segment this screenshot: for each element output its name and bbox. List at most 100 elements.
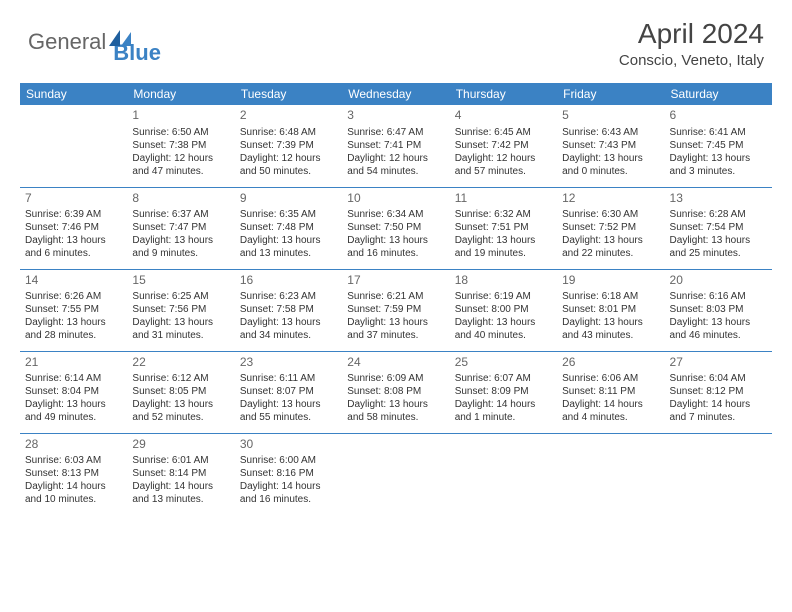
cell-text: Daylight: 14 hours (25, 480, 122, 493)
calendar-cell: 2Sunrise: 6:48 AMSunset: 7:39 PMDaylight… (235, 105, 342, 187)
calendar-cell (557, 433, 664, 515)
calendar-cell: 22Sunrise: 6:12 AMSunset: 8:05 PMDayligh… (127, 351, 234, 433)
cell-text: Daylight: 13 hours (670, 316, 767, 329)
day-number: 3 (347, 108, 444, 124)
calendar-cell: 11Sunrise: 6:32 AMSunset: 7:51 PMDayligh… (450, 187, 557, 269)
cell-text: Daylight: 13 hours (562, 316, 659, 329)
cell-text: Sunrise: 6:41 AM (670, 126, 767, 139)
cell-text: Sunset: 8:16 PM (240, 467, 337, 480)
logo-text-general: General (28, 29, 106, 55)
cell-text: and 37 minutes. (347, 329, 444, 342)
day-number: 25 (455, 355, 552, 371)
cell-text: Daylight: 13 hours (347, 316, 444, 329)
cell-text: Daylight: 12 hours (240, 152, 337, 165)
cell-text: Daylight: 13 hours (25, 234, 122, 247)
cell-text: Sunrise: 6:48 AM (240, 126, 337, 139)
cell-text: Sunset: 7:38 PM (132, 139, 229, 152)
cell-text: and 0 minutes. (562, 165, 659, 178)
calendar-cell (342, 433, 449, 515)
calendar-cell: 16Sunrise: 6:23 AMSunset: 7:58 PMDayligh… (235, 269, 342, 351)
cell-text: Sunrise: 6:19 AM (455, 290, 552, 303)
cell-text: Sunrise: 6:00 AM (240, 454, 337, 467)
day-number: 28 (25, 437, 122, 453)
cell-text: Daylight: 13 hours (562, 234, 659, 247)
calendar-cell: 24Sunrise: 6:09 AMSunset: 8:08 PMDayligh… (342, 351, 449, 433)
cell-text: Sunrise: 6:37 AM (132, 208, 229, 221)
cell-text: Daylight: 13 hours (240, 398, 337, 411)
calendar-cell: 23Sunrise: 6:11 AMSunset: 8:07 PMDayligh… (235, 351, 342, 433)
calendar-body: 1Sunrise: 6:50 AMSunset: 7:38 PMDaylight… (20, 105, 772, 515)
cell-text: Sunrise: 6:11 AM (240, 372, 337, 385)
day-number: 30 (240, 437, 337, 453)
cell-text: and 6 minutes. (25, 247, 122, 260)
calendar-cell: 17Sunrise: 6:21 AMSunset: 7:59 PMDayligh… (342, 269, 449, 351)
cell-text: and 43 minutes. (562, 329, 659, 342)
day-number: 24 (347, 355, 444, 371)
cell-text: and 9 minutes. (132, 247, 229, 260)
cell-text: and 49 minutes. (25, 411, 122, 424)
cell-text: and 13 minutes. (240, 247, 337, 260)
calendar-cell (450, 433, 557, 515)
cell-text: Sunset: 8:04 PM (25, 385, 122, 398)
day-number: 15 (132, 273, 229, 289)
cell-text: and 46 minutes. (670, 329, 767, 342)
cell-text: Daylight: 13 hours (132, 316, 229, 329)
cell-text: Sunrise: 6:25 AM (132, 290, 229, 303)
day-number: 8 (132, 191, 229, 207)
cell-text: Sunrise: 6:09 AM (347, 372, 444, 385)
calendar-cell: 9Sunrise: 6:35 AMSunset: 7:48 PMDaylight… (235, 187, 342, 269)
cell-text: Sunset: 8:13 PM (25, 467, 122, 480)
cell-text: Daylight: 13 hours (670, 152, 767, 165)
calendar-cell: 7Sunrise: 6:39 AMSunset: 7:46 PMDaylight… (20, 187, 127, 269)
cell-text: and 40 minutes. (455, 329, 552, 342)
day-number: 21 (25, 355, 122, 371)
cell-text: Sunset: 8:05 PM (132, 385, 229, 398)
page-title: April 2024 (619, 18, 764, 50)
cell-text: Sunset: 7:39 PM (240, 139, 337, 152)
calendar-cell (665, 433, 772, 515)
weekday-header: Monday (127, 83, 234, 105)
cell-text: Daylight: 14 hours (240, 480, 337, 493)
calendar-cell: 8Sunrise: 6:37 AMSunset: 7:47 PMDaylight… (127, 187, 234, 269)
cell-text: Daylight: 12 hours (455, 152, 552, 165)
cell-text: and 57 minutes. (455, 165, 552, 178)
cell-text: Sunset: 7:50 PM (347, 221, 444, 234)
cell-text: Sunrise: 6:18 AM (562, 290, 659, 303)
cell-text: Sunset: 7:48 PM (240, 221, 337, 234)
cell-text: and 13 minutes. (132, 493, 229, 506)
cell-text: Sunrise: 6:21 AM (347, 290, 444, 303)
weekday-header: Tuesday (235, 83, 342, 105)
cell-text: Sunrise: 6:45 AM (455, 126, 552, 139)
cell-text: Sunrise: 6:39 AM (25, 208, 122, 221)
calendar-cell: 10Sunrise: 6:34 AMSunset: 7:50 PMDayligh… (342, 187, 449, 269)
cell-text: and 4 minutes. (562, 411, 659, 424)
cell-text: Sunset: 8:03 PM (670, 303, 767, 316)
cell-text: Sunrise: 6:04 AM (670, 372, 767, 385)
calendar-cell: 15Sunrise: 6:25 AMSunset: 7:56 PMDayligh… (127, 269, 234, 351)
cell-text: and 25 minutes. (670, 247, 767, 260)
day-number: 5 (562, 108, 659, 124)
cell-text: Sunset: 7:46 PM (25, 221, 122, 234)
cell-text: Sunset: 7:47 PM (132, 221, 229, 234)
weekday-header: Wednesday (342, 83, 449, 105)
calendar-cell: 27Sunrise: 6:04 AMSunset: 8:12 PMDayligh… (665, 351, 772, 433)
day-number: 16 (240, 273, 337, 289)
day-number: 17 (347, 273, 444, 289)
cell-text: Daylight: 13 hours (132, 398, 229, 411)
day-number: 18 (455, 273, 552, 289)
cell-text: Sunrise: 6:28 AM (670, 208, 767, 221)
day-number: 10 (347, 191, 444, 207)
cell-text: Daylight: 13 hours (240, 234, 337, 247)
calendar-cell: 14Sunrise: 6:26 AMSunset: 7:55 PMDayligh… (20, 269, 127, 351)
cell-text: Sunrise: 6:03 AM (25, 454, 122, 467)
cell-text: Sunset: 7:54 PM (670, 221, 767, 234)
calendar-cell: 28Sunrise: 6:03 AMSunset: 8:13 PMDayligh… (20, 433, 127, 515)
cell-text: Sunrise: 6:01 AM (132, 454, 229, 467)
day-number: 6 (670, 108, 767, 124)
cell-text: Sunrise: 6:43 AM (562, 126, 659, 139)
title-block: April 2024 Conscio, Veneto, Italy (619, 18, 764, 69)
cell-text: Daylight: 12 hours (347, 152, 444, 165)
header: General Blue April 2024 Conscio, Veneto,… (0, 0, 792, 77)
cell-text: Daylight: 12 hours (132, 152, 229, 165)
calendar-cell: 1Sunrise: 6:50 AMSunset: 7:38 PMDaylight… (127, 105, 234, 187)
